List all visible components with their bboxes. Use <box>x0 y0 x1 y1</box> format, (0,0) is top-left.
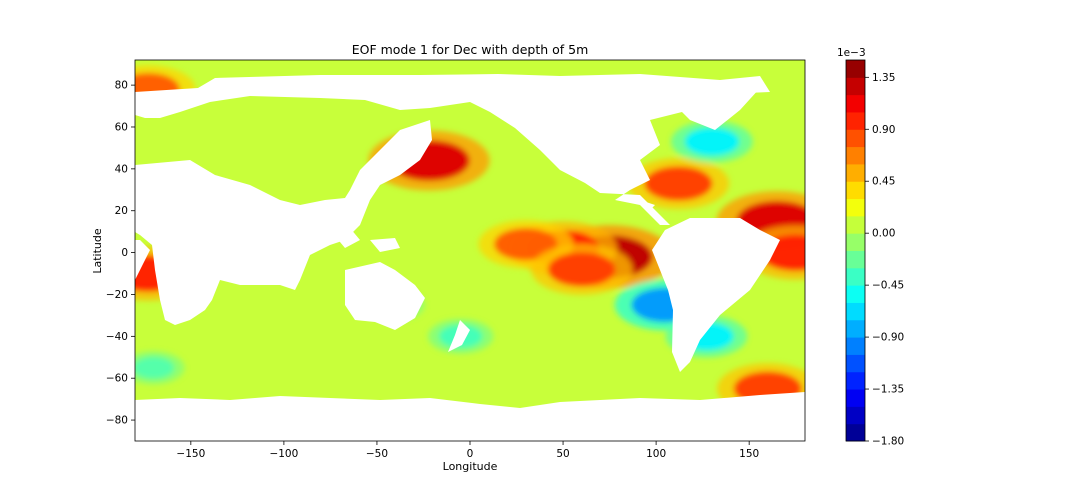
x-tick-label: 0 <box>467 448 474 460</box>
new-zealand-land <box>448 320 470 352</box>
colorbar-tick-label: −0.90 <box>872 332 904 344</box>
land-mask <box>135 74 805 441</box>
x-tick-label: 50 <box>556 448 569 460</box>
x-axis: −150 −100 −50 0 50 100 150 <box>176 441 759 460</box>
colorbar-level <box>846 406 865 425</box>
colorbar-level <box>846 60 865 78</box>
y-tick-label: −60 <box>106 373 128 385</box>
field-feature <box>547 252 616 287</box>
colorbar-level <box>846 77 865 96</box>
colorbar-level <box>846 371 865 390</box>
colorbar-tick-label: 0.45 <box>872 176 895 188</box>
colorbar-level <box>846 267 865 286</box>
south-america-land <box>652 218 780 372</box>
colorbar-tick-label: 0.00 <box>872 228 895 240</box>
north-america-land <box>135 74 770 225</box>
colorbar-level <box>846 111 865 130</box>
colorbar-tick-label: −0.45 <box>872 280 904 292</box>
colorbar-tick-label: −1.35 <box>872 384 904 396</box>
antarctica-land <box>135 392 805 441</box>
y-tick-label: −80 <box>106 415 128 427</box>
colorbar-frame <box>845 59 866 442</box>
field-feature <box>494 228 558 261</box>
colorbar-level <box>846 198 865 217</box>
colorbar-level <box>846 423 865 442</box>
y-tick-label: 60 <box>115 121 128 133</box>
x-tick-label: −50 <box>366 448 388 460</box>
colorbar-tick-label: −1.80 <box>872 436 904 448</box>
colorbar-level <box>846 129 865 148</box>
colorbar-level <box>846 302 865 321</box>
colorbar-level <box>846 146 865 165</box>
x-tick-label: 100 <box>646 448 666 460</box>
australia-land <box>345 262 425 330</box>
y-tick-label: 0 <box>121 247 128 259</box>
africa-west-land <box>135 240 150 280</box>
colorbar-level <box>846 215 865 234</box>
colorbar-level <box>846 181 865 200</box>
colorbar-ticks: −1.80 −1.35 −0.90 −0.45 0.00 0.45 0.90 1.35 <box>865 72 904 448</box>
colorbar-level <box>846 94 865 113</box>
y-tick-label: −40 <box>106 331 128 343</box>
x-axis-label: Longitude <box>443 460 498 473</box>
japan-land <box>392 155 405 172</box>
y-tick-label: −20 <box>106 289 128 301</box>
colorbar-level <box>846 233 865 251</box>
colorbar-tick-label: 0.90 <box>872 124 895 136</box>
colorbar-level <box>846 250 865 269</box>
colorbar-level <box>846 319 865 338</box>
map-plot-area <box>135 60 805 441</box>
x-tick-label: −150 <box>176 448 205 460</box>
field-feature <box>644 166 713 201</box>
y-tick-label: 80 <box>115 80 128 92</box>
y-tick-label: 20 <box>115 205 128 217</box>
colorbar-levels <box>846 60 865 442</box>
field-feature <box>135 356 175 379</box>
chart-title: EOF mode 1 for Dec with depth of 5m <box>352 42 589 57</box>
y-axis-label: Latitude <box>91 228 104 274</box>
colorbar-level <box>846 354 865 373</box>
colorbar: 1e−3 −1.80 −1.35 −0.90 −0.45 0.00 0.45 0.90 1.3… <box>837 47 904 448</box>
x-tick-label: −100 <box>269 448 298 460</box>
eurasia-africa-land <box>135 120 432 325</box>
y-tick-label: 40 <box>115 163 128 175</box>
caribbean-land <box>640 200 655 210</box>
field-feature <box>684 127 740 156</box>
greenland-land <box>660 78 760 130</box>
colorbar-level <box>846 389 865 407</box>
indonesia-land <box>330 228 400 252</box>
colorbar-tick-label: 1.35 <box>872 72 895 84</box>
colorbar-level <box>846 337 865 355</box>
x-tick-label: 150 <box>739 448 759 460</box>
colorbar-level <box>846 285 865 303</box>
colorbar-level <box>846 163 865 182</box>
y-axis: −80 −60 −40 −20 0 20 40 60 80 <box>106 80 135 427</box>
colorbar-exponent: 1e−3 <box>837 47 866 59</box>
